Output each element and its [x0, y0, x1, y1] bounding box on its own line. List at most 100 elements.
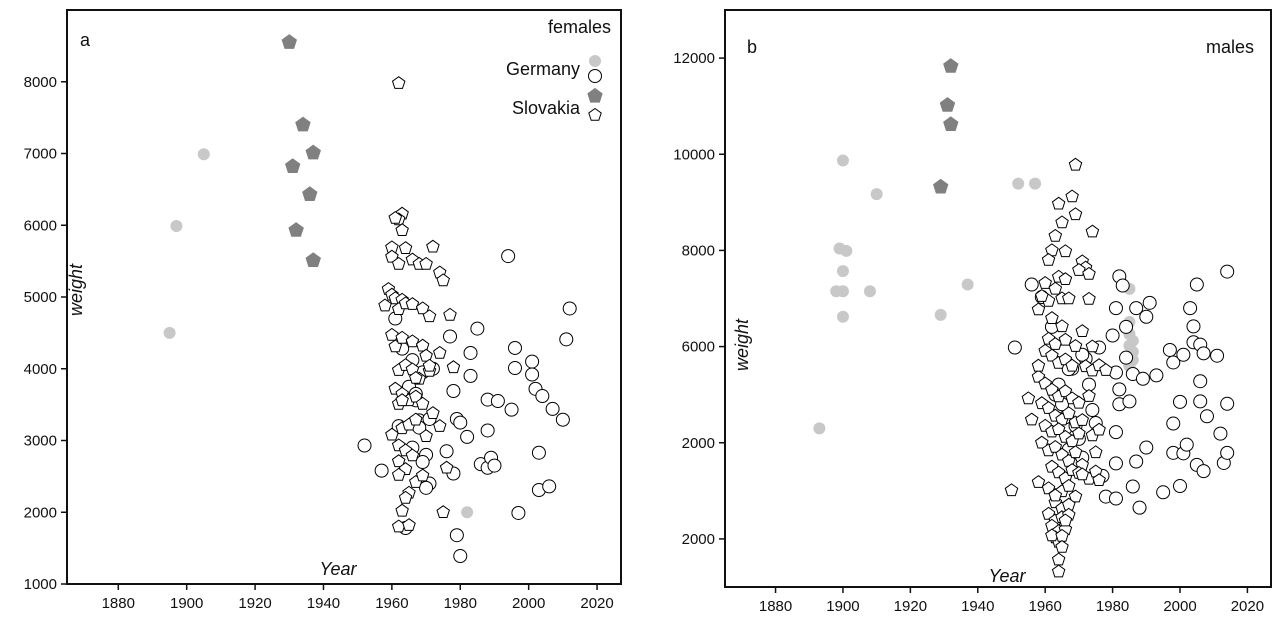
- data-point-open-circle: [374, 463, 389, 478]
- data-point-filled-circle: [1029, 177, 1042, 190]
- y-axis-title-males: weight: [732, 318, 752, 371]
- data-point-open-circle: [1135, 371, 1150, 386]
- data-point-open-pentagon: [1045, 348, 1059, 362]
- data-point-open-pentagon: [1041, 252, 1056, 266]
- data-point-open-pentagon: [395, 330, 409, 344]
- data-point-open-circle: [1156, 485, 1171, 500]
- y-tick-label: 2000: [24, 504, 57, 521]
- data-point-open-pentagon: [1072, 262, 1086, 276]
- data-point-open-circle: [1193, 374, 1208, 389]
- data-point-filled-pentagon: [295, 116, 311, 132]
- data-point-open-circle: [1119, 319, 1134, 334]
- data-point-open-pentagon: [395, 503, 409, 517]
- data-point-open-circle: [1196, 346, 1211, 361]
- data-point-open-pentagon: [446, 360, 461, 374]
- data-point-filled-pentagon: [305, 252, 321, 267]
- plot-frame-females: [66, 9, 622, 585]
- data-point-open-pentagon: [443, 307, 457, 321]
- data-point-open-pentagon: [388, 210, 403, 224]
- data-point-open-pentagon: [1055, 319, 1069, 333]
- legend-label-slovakia: Slovakia: [512, 98, 581, 118]
- data-point-open-pentagon: [1068, 207, 1083, 221]
- data-point-open-circle: [1108, 491, 1123, 506]
- data-point-open-circle: [559, 332, 574, 347]
- data-point-open-pentagon: [395, 223, 409, 236]
- data-point-filled-circle: [836, 310, 849, 323]
- data-point-open-circle: [1173, 479, 1187, 494]
- data-point-open-circle: [490, 394, 505, 409]
- y-tick-label: 5000: [24, 289, 57, 306]
- data-point-open-circle: [504, 402, 519, 417]
- data-point-open-pentagon: [1058, 332, 1073, 346]
- data-point-open-pentagon: [1048, 439, 1063, 453]
- axis-ticks-males: 1880 1900 1920 1940 1960 1980 2000 2020 2000 2000…: [673, 50, 1264, 615]
- data-point-open-circle: [1132, 500, 1147, 515]
- data-point-filled-pentagon: [281, 34, 297, 49]
- data-point-open-pentagon: [1092, 422, 1106, 436]
- data-point-open-pentagon: [395, 393, 409, 407]
- x-tick-label: 1980: [1096, 598, 1129, 615]
- data-point-open-pentagon: [1092, 473, 1106, 486]
- data-point-open-pentagon: [1068, 489, 1083, 503]
- data-point-open-circle: [1166, 355, 1181, 370]
- legend-symbol-open-circle: [588, 69, 602, 83]
- data-point-open-circle: [470, 321, 485, 336]
- data-point-open-circle: [1105, 328, 1120, 343]
- x-tick-label: 1960: [375, 595, 408, 612]
- data-point-open-pentagon: [1058, 272, 1073, 285]
- data-point-open-pentagon: [391, 454, 406, 468]
- data-point-filled-circle: [863, 285, 876, 298]
- data-point-open-pentagon: [398, 241, 413, 254]
- data-point-open-circle: [487, 458, 502, 473]
- data-point-open-circle: [1142, 295, 1157, 310]
- data-point-open-pentagon: [1051, 196, 1066, 210]
- data-point-open-circle: [1112, 382, 1127, 397]
- data-point-open-pentagon: [1068, 338, 1083, 352]
- x-tick-label: 1940: [307, 595, 340, 612]
- data-marks-females: [163, 34, 577, 564]
- data-point-open-circle: [1108, 301, 1123, 316]
- data-point-open-pentagon: [436, 273, 450, 287]
- legend-symbol-filled-pentagon: [587, 87, 603, 103]
- data-point-filled-circle: [961, 278, 974, 291]
- data-point-open-pentagon: [378, 298, 392, 312]
- panel-title-males: males: [1206, 37, 1254, 57]
- x-tick-label: 2020: [580, 595, 613, 612]
- data-point-filled-circle: [813, 422, 826, 435]
- data-point-open-circle: [415, 455, 430, 470]
- y-tick-label: 8000: [682, 242, 715, 259]
- data-point-open-pentagon: [1075, 413, 1089, 426]
- data-point-open-pentagon: [1099, 362, 1113, 376]
- legend-symbol-open-pentagon: [588, 107, 602, 121]
- data-point-open-pentagon: [436, 505, 450, 518]
- data-point-open-pentagon: [426, 406, 440, 419]
- data-point-open-pentagon: [409, 370, 423, 384]
- data-point-open-circle: [542, 479, 557, 494]
- data-point-open-circle: [501, 249, 516, 264]
- y-tick-label: 2000: [682, 435, 715, 452]
- x-tick-label: 1900: [826, 598, 859, 615]
- data-point-open-circle: [453, 415, 468, 430]
- data-point-open-circle: [1162, 342, 1177, 357]
- data-point-open-pentagon: [439, 460, 454, 474]
- data-point-open-circle: [439, 444, 454, 459]
- data-point-open-circle: [419, 480, 434, 495]
- data-point-filled-pentagon: [305, 144, 321, 160]
- data-point-open-circle: [453, 549, 468, 564]
- data-point-open-circle: [1024, 277, 1039, 292]
- data-point-open-circle: [1125, 479, 1140, 494]
- data-point-open-circle: [443, 329, 458, 344]
- data-point-open-circle: [1166, 416, 1181, 431]
- data-point-open-pentagon: [419, 256, 433, 270]
- x-tick-label: 1920: [894, 598, 927, 615]
- data-point-open-circle: [1220, 396, 1235, 411]
- axis-ticks-females: 1880 1900 1920 1940 1960 1980 2000 2020 1000 2000…: [24, 74, 614, 612]
- data-point-open-circle: [1122, 394, 1137, 409]
- y-tick-label: 2000: [682, 531, 715, 548]
- data-point-open-pentagon: [385, 327, 399, 341]
- data-point-open-circle: [463, 368, 478, 383]
- data-point-open-circle: [535, 389, 550, 404]
- data-point-open-circle: [555, 412, 570, 427]
- legend-label-germany: Germany: [506, 59, 580, 79]
- data-point-open-pentagon: [1062, 478, 1076, 492]
